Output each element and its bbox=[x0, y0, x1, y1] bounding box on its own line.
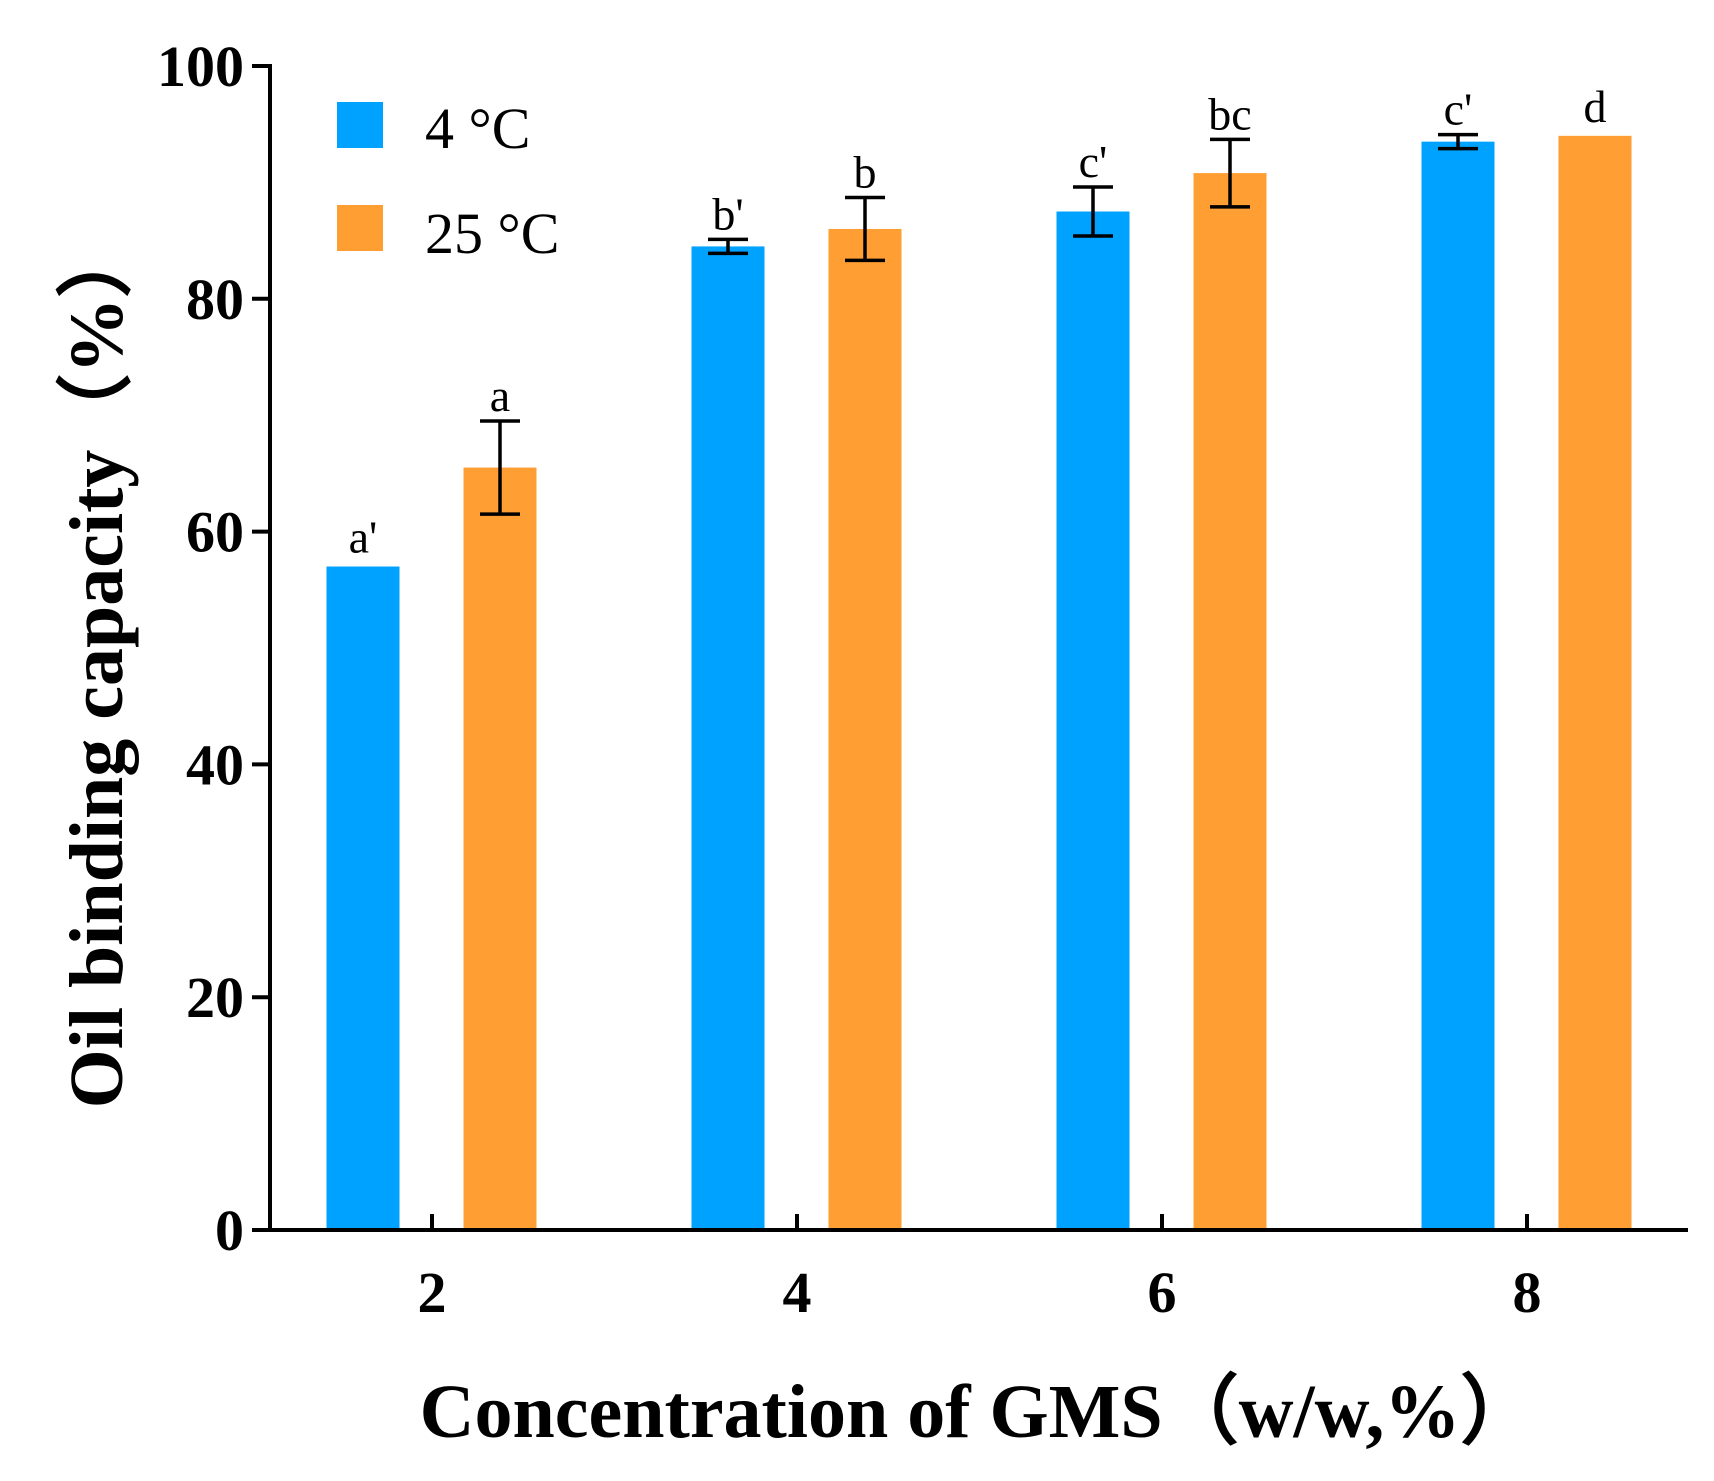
error-bar-25c-2 bbox=[480, 419, 520, 516]
bar-25c-6 bbox=[1193, 173, 1267, 1230]
y-tick-label: 0 bbox=[215, 1198, 244, 1263]
x-axis-title: Concentration of GMS（w/w,%） bbox=[420, 1370, 1537, 1454]
x-tick-label: 4 bbox=[783, 1260, 812, 1325]
x-axis: 2 4 6 8 bbox=[268, 1214, 1688, 1325]
error-bar-25c-4 bbox=[845, 195, 885, 263]
y-axis: 0 20 40 60 80 100 bbox=[157, 34, 272, 1263]
legend-label-25c: 25 °C bbox=[425, 201, 559, 266]
x-tick-label: 6 bbox=[1148, 1260, 1177, 1325]
significance-label: a' bbox=[349, 512, 378, 563]
bar-4c-4 bbox=[691, 246, 765, 1231]
x-tick-label: 2 bbox=[418, 1260, 447, 1325]
bar-25c-4 bbox=[828, 228, 902, 1230]
significance-label: c' bbox=[1444, 84, 1473, 135]
y-tick-label: 20 bbox=[186, 965, 244, 1030]
legend: 4 °C 25 °C bbox=[337, 96, 559, 266]
error-bar-4c-4 bbox=[708, 237, 748, 256]
x-tick-label: 8 bbox=[1513, 1260, 1542, 1325]
bar-25c-8 bbox=[1558, 135, 1632, 1231]
legend-label-4c: 4 °C bbox=[425, 96, 530, 161]
bar-25c-2 bbox=[463, 467, 537, 1231]
y-tick-label: 100 bbox=[157, 34, 244, 99]
legend-swatch-25c bbox=[337, 205, 383, 251]
y-tick-label: 60 bbox=[186, 500, 244, 565]
bar-4c-6 bbox=[1056, 211, 1130, 1230]
error-bar-4c-6 bbox=[1073, 185, 1113, 238]
significance-label: bc bbox=[1208, 88, 1251, 139]
significance-label: a bbox=[490, 370, 510, 421]
error-bar-25c-6 bbox=[1210, 137, 1250, 209]
y-axis-title: Oil binding capacity（%） bbox=[55, 222, 139, 1109]
significance-label: d bbox=[1584, 81, 1607, 132]
significance-label: c' bbox=[1079, 136, 1108, 187]
significance-label: b' bbox=[712, 188, 743, 239]
plot-area: a' b' c' c' a b bc d bbox=[326, 81, 1632, 1231]
y-tick-label: 80 bbox=[186, 267, 244, 332]
y-tick-label: 40 bbox=[186, 732, 244, 797]
error-bar-4c-8 bbox=[1438, 132, 1478, 151]
bar-4c-2 bbox=[326, 566, 400, 1230]
bar-4c-8 bbox=[1421, 141, 1495, 1230]
significance-label: b bbox=[854, 147, 877, 198]
legend-swatch-4c bbox=[337, 102, 383, 148]
